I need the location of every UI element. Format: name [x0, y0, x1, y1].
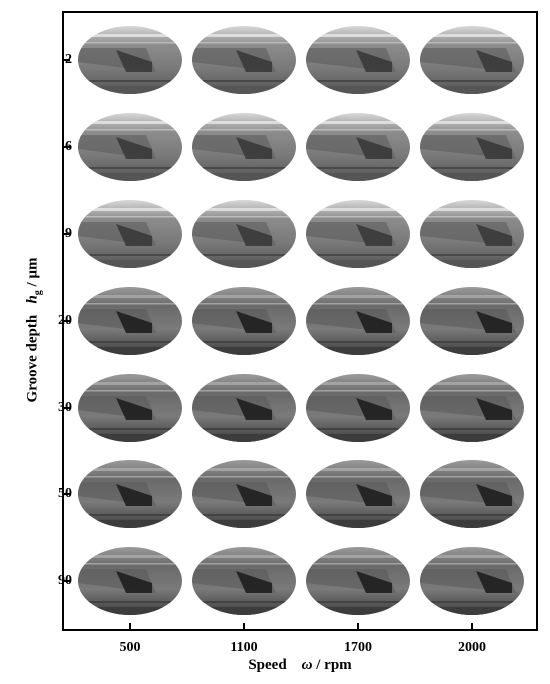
- y-tick: [62, 320, 70, 322]
- micrograph-6-1700: [306, 113, 410, 181]
- column-label-2000: 2000: [458, 640, 486, 655]
- micrograph-9-500: [78, 200, 182, 268]
- x-axis-label: Speed ω / rpm: [248, 657, 352, 673]
- y-tick: [62, 407, 70, 409]
- micrograph-20-2000: [420, 287, 524, 355]
- micrograph-2-1700: [306, 26, 410, 94]
- y-tick: [62, 580, 70, 582]
- x-tick: [129, 623, 131, 631]
- micrograph-20-1100: [192, 287, 296, 355]
- micrograph-30-1700: [306, 374, 410, 442]
- y-tick: [62, 493, 70, 495]
- column-label-1100: 1100: [230, 640, 258, 655]
- micrograph-50-1100: [192, 460, 296, 528]
- micrograph-30-500: [78, 374, 182, 442]
- micrograph-50-500: [78, 460, 182, 528]
- micrograph-20-500: [78, 287, 182, 355]
- micrograph-9-2000: [420, 200, 524, 268]
- micrograph-30-2000: [420, 374, 524, 442]
- micrograph-90-500: [78, 547, 182, 615]
- micrograph-6-2000: [420, 113, 524, 181]
- micrograph-6-500: [78, 113, 182, 181]
- y-tick: [62, 146, 70, 148]
- micrograph-2-2000: [420, 26, 524, 94]
- micrograph-6-1100: [192, 113, 296, 181]
- x-tick: [357, 623, 359, 631]
- x-tick: [471, 623, 473, 631]
- micrograph-50-2000: [420, 460, 524, 528]
- micrograph-90-1700: [306, 547, 410, 615]
- micrograph-9-1700: [306, 200, 410, 268]
- y-axis-label: Groove depth hg / μm: [24, 257, 44, 403]
- micrograph-90-2000: [420, 547, 524, 615]
- column-label-500: 500: [119, 640, 141, 655]
- micrograph-30-1100: [192, 374, 296, 442]
- micrograph-90-1100: [192, 547, 296, 615]
- micrograph-9-1100: [192, 200, 296, 268]
- y-tick: [62, 233, 70, 235]
- micrograph-2-500: [78, 26, 182, 94]
- x-tick: [243, 623, 245, 631]
- micrograph-50-1700: [306, 460, 410, 528]
- column-label-1700: 1700: [344, 640, 372, 655]
- y-tick: [62, 59, 70, 61]
- micrograph-2-1100: [192, 26, 296, 94]
- micrograph-20-1700: [306, 287, 410, 355]
